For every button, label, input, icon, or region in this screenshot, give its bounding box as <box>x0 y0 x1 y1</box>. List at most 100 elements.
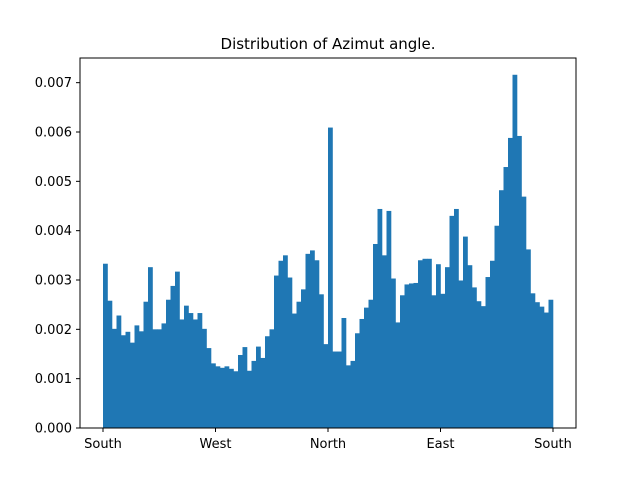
histogram-bar <box>269 329 275 428</box>
y-tick-label: 0.006 <box>35 126 72 141</box>
histogram-bar <box>440 293 446 428</box>
histogram-bar <box>404 284 410 428</box>
histogram-bar <box>224 366 230 428</box>
y-tick-label: 0.002 <box>35 323 72 338</box>
histogram-bar <box>368 299 374 428</box>
histogram-bar <box>512 74 518 429</box>
histogram-bars <box>103 74 554 429</box>
histogram-bar <box>526 249 531 428</box>
histogram-bar <box>179 319 185 428</box>
histogram-bar <box>152 329 158 428</box>
x-axis: South West North East South <box>84 428 572 452</box>
histogram-bar <box>539 306 545 428</box>
histogram-bar <box>107 300 113 428</box>
histogram-bar <box>467 265 473 428</box>
histogram-bar <box>103 263 108 428</box>
histogram-bar <box>364 307 369 428</box>
histogram-bar <box>490 260 495 428</box>
histogram-bar <box>301 289 306 428</box>
histogram-bar <box>202 328 207 428</box>
histogram-bar <box>229 368 234 428</box>
x-tick-label: West <box>200 437 232 452</box>
histogram-bar <box>463 236 468 428</box>
y-tick-label: 0.005 <box>35 175 72 190</box>
histogram-bar <box>193 319 198 428</box>
histogram-bar <box>292 313 297 428</box>
histogram-bar <box>337 351 342 428</box>
histogram-bar <box>413 282 419 428</box>
histogram-bar <box>274 275 279 428</box>
y-tick-label: 0.003 <box>35 274 72 289</box>
histogram-bar <box>341 317 347 428</box>
y-tick-label: 0.001 <box>35 372 72 387</box>
histogram-bar <box>445 267 450 428</box>
histogram-bar <box>418 260 423 428</box>
histogram-bar <box>184 305 189 428</box>
histogram-bar <box>188 313 194 428</box>
histogram-bar <box>449 215 455 428</box>
histogram-bar <box>422 258 428 428</box>
y-tick-label: 0.007 <box>35 76 72 91</box>
histogram-bar <box>391 278 396 428</box>
histogram-bar <box>125 331 131 428</box>
histogram-bar <box>472 287 477 428</box>
histogram-bar <box>503 167 509 428</box>
histogram-bar <box>544 312 549 428</box>
histogram-bar <box>530 293 536 428</box>
histogram-bar <box>485 277 491 428</box>
histogram-bar <box>220 367 225 428</box>
histogram-bar <box>508 137 513 429</box>
histogram-bar <box>148 267 153 428</box>
histogram-bar <box>215 366 221 428</box>
x-tick-label: South <box>84 437 122 452</box>
histogram-bar <box>143 301 149 428</box>
x-tick-label: South <box>534 437 572 452</box>
y-tick-label: 0.004 <box>35 224 72 239</box>
histogram-bar <box>535 302 540 428</box>
histogram-bar <box>346 365 351 428</box>
x-tick-label: North <box>310 437 346 452</box>
histogram-bar <box>238 354 243 428</box>
histogram-bar <box>278 260 284 428</box>
histogram-bar <box>175 271 180 428</box>
histogram-bar <box>116 315 122 428</box>
histogram-bar <box>499 190 504 428</box>
histogram-bar <box>287 277 293 428</box>
histogram-bar <box>548 299 554 428</box>
histogram-bar <box>211 363 216 428</box>
histogram-bar <box>382 255 387 428</box>
histogram-bar <box>395 322 401 428</box>
histogram-bar <box>373 243 378 428</box>
histogram-bar <box>121 335 126 428</box>
histogram-bar <box>323 344 329 428</box>
histogram-bar <box>409 283 414 428</box>
histogram-bar <box>400 295 405 428</box>
histogram-bar <box>247 370 252 428</box>
histogram-bar <box>170 285 176 428</box>
histogram-bar <box>157 329 162 428</box>
histogram-bar <box>242 347 248 428</box>
histogram-bar <box>436 264 441 428</box>
x-tick-label: East <box>426 437 454 452</box>
histogram-bar <box>260 357 266 428</box>
histogram-bar <box>314 260 320 428</box>
y-tick-label: 0.000 <box>35 422 72 437</box>
histogram-bar <box>517 135 522 428</box>
histogram-bar <box>233 371 239 428</box>
histogram-bar <box>197 313 203 428</box>
histogram-bar <box>521 196 527 428</box>
histogram-bar <box>161 323 167 428</box>
histogram-bar <box>283 255 288 428</box>
histogram-bar <box>458 280 464 428</box>
histogram-bar <box>139 331 144 428</box>
histogram-bar <box>265 336 270 428</box>
histogram-bar <box>476 301 482 428</box>
histogram-bar <box>310 250 315 428</box>
histogram-bar <box>332 351 338 428</box>
histogram-bar <box>319 294 324 428</box>
histogram-bar <box>454 208 459 428</box>
histogram-bar <box>305 253 311 428</box>
histogram-bar <box>431 295 437 428</box>
histogram-bar <box>112 328 117 428</box>
